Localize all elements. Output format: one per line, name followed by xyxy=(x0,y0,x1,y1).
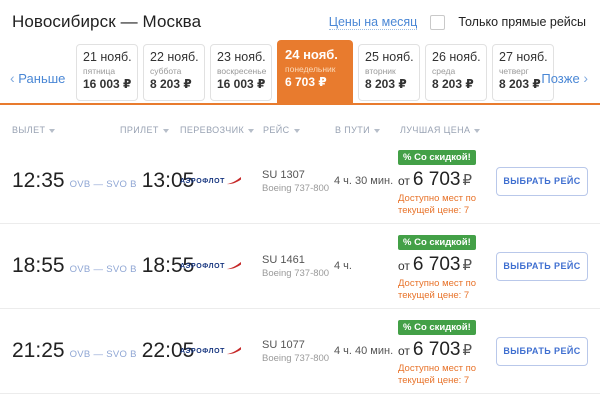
flight-times: 12:35 OVB — SVO в 13:05 xyxy=(12,169,194,193)
flag-swoosh-icon xyxy=(227,177,242,185)
page-title: Новосибирск — Москва xyxy=(12,12,202,31)
date-card-26[interactable]: 26 нояб. среда 8 203 ₽ xyxy=(425,44,487,101)
earlier-dates-link[interactable]: ‹ Раньше xyxy=(10,70,66,86)
depart-time: 18:55 xyxy=(12,254,65,277)
date-card-24-selected[interactable]: 24 нояб. понедельник 6 703 ₽ xyxy=(277,40,353,103)
currency-sign: ₽ xyxy=(462,171,472,189)
flight-row: 21:25 OVB — SVO в 22:05 АЭРОФЛОТ SU 1077… xyxy=(0,309,600,394)
price-value: 6 703 xyxy=(412,253,461,275)
price-cell: % Со скидкой! от 6 703 ₽ Доступно мест по … xyxy=(398,315,495,388)
route-codes: OVB — SVO в xyxy=(69,179,137,190)
flight-info: SU 1307 Boeing 737-800 xyxy=(262,169,334,194)
chevron-right-icon: › xyxy=(583,70,588,86)
availability-note: Доступно мест по текущей цене: 7 xyxy=(398,277,477,301)
aircraft-type: Boeing 737-800 xyxy=(262,352,330,364)
select-flight-button[interactable]: Выбрать рейс xyxy=(496,251,588,281)
availability-note: Доступно мест по текущей цене: 7 xyxy=(398,192,477,216)
flight-info: SU 1461 Boeing 737-800 xyxy=(262,254,334,279)
price-from: от xyxy=(398,343,410,358)
sort-flight[interactable]: Рейс xyxy=(263,125,335,135)
route-codes: OVB — SVO в xyxy=(69,349,137,360)
discount-badge: % Со скидкой! xyxy=(398,319,476,335)
currency-sign: ₽ xyxy=(462,256,472,274)
sort-caret-icon xyxy=(474,128,481,133)
sort-caret-icon xyxy=(374,128,381,133)
date-card-23[interactable]: 23 нояб. воскресенье 16 003 ₽ xyxy=(210,44,272,101)
aeroflot-logo: АЭРОФЛОТ xyxy=(180,347,262,355)
select-flight-button[interactable]: Выбрать рейс xyxy=(496,336,588,366)
depart-time: 21:25 xyxy=(12,339,65,362)
sort-carrier[interactable]: Перевозчик xyxy=(180,125,263,135)
direct-flights-checkbox[interactable] xyxy=(430,14,446,30)
date-card-25[interactable]: 25 нояб. вторник 8 203 ₽ xyxy=(358,44,420,101)
duration: 4 ч. xyxy=(334,260,352,272)
depart-time: 12:35 xyxy=(12,169,65,192)
sort-depart[interactable]: Вылет xyxy=(12,125,120,135)
duration: 4 ч. 30 мин. xyxy=(334,175,394,187)
aircraft-type: Boeing 737-800 xyxy=(262,267,330,279)
later-dates-link[interactable]: Позже › xyxy=(541,70,588,86)
price-value: 6 703 xyxy=(412,338,461,360)
flight-number: SU 1307 xyxy=(262,168,305,181)
price-from: от xyxy=(398,173,410,188)
discount-badge: % Со скидкой! xyxy=(398,149,476,165)
date-card-21[interactable]: 21 нояб. пятница 16 003 ₽ xyxy=(76,44,138,101)
select-flight-button[interactable]: Выбрать рейс xyxy=(496,166,588,196)
duration: 4 ч. 40 мин. xyxy=(334,345,394,357)
page-header: Новосибирск — Москва Цены на месяц Тольк… xyxy=(0,0,600,38)
aeroflot-logo: АЭРОФЛОТ xyxy=(180,262,262,270)
sort-caret-icon xyxy=(293,128,300,133)
flight-info: SU 1077 Boeing 737-800 xyxy=(262,339,334,364)
sort-caret-icon xyxy=(248,128,255,133)
flight-number: SU 1077 xyxy=(262,338,305,351)
price-cell: % Со скидкой! от 6 703 ₽ Доступно мест по … xyxy=(398,230,495,303)
flight-row: 18:55 OVB — SVO в 18:55 АЭРОФЛОТ SU 1461… xyxy=(0,224,600,309)
chevron-left-icon: ‹ xyxy=(10,70,15,86)
flight-number: SU 1461 xyxy=(262,253,305,266)
discount-badge: % Со скидкой! xyxy=(398,234,476,250)
direct-flights-label: Только прямые рейсы xyxy=(458,15,586,29)
arrive-time: 22:05 xyxy=(141,339,195,362)
sort-price[interactable]: Лучшая цена xyxy=(400,125,588,135)
currency-sign: ₽ xyxy=(462,341,472,359)
price-from: от xyxy=(398,258,410,273)
price-value: 6 703 xyxy=(412,168,461,190)
sort-caret-icon xyxy=(162,128,169,133)
aircraft-type: Boeing 737-800 xyxy=(262,182,330,194)
aeroflot-logo: АЭРОФЛОТ xyxy=(180,177,262,185)
flight-times: 21:25 OVB — SVO в 22:05 xyxy=(12,339,194,363)
flight-times: 18:55 OVB — SVO в 18:55 xyxy=(12,254,194,278)
flag-swoosh-icon xyxy=(227,347,242,355)
sort-arrive[interactable]: Прилет xyxy=(120,125,180,135)
sort-duration[interactable]: В пути xyxy=(335,125,400,135)
sort-caret-icon xyxy=(49,128,56,133)
flight-row: 12:35 OVB — SVO в 13:05 АЭРОФЛОТ SU 1307… xyxy=(0,139,600,224)
date-strip: ‹ Раньше 21 нояб. пятница 16 003 ₽ 22 но… xyxy=(0,40,600,105)
date-card-27[interactable]: 27 нояб. четверг 8 203 ₽ xyxy=(492,44,554,101)
availability-note: Доступно мест по текущей цене: 7 xyxy=(398,362,477,386)
date-card-22[interactable]: 22 нояб. суббота 8 203 ₽ xyxy=(143,44,205,101)
table-header-row: Вылет Прилет Перевозчик Рейс В пути Лучш… xyxy=(0,121,600,139)
arrive-time: 18:55 xyxy=(141,254,195,277)
month-prices-link[interactable]: Цены на месяц xyxy=(328,14,418,30)
flag-swoosh-icon xyxy=(227,262,242,270)
route-codes: OVB — SVO в xyxy=(69,264,137,275)
price-cell: % Со скидкой! от 6 703 ₽ Доступно мест по … xyxy=(398,145,495,218)
arrive-time: 13:05 xyxy=(141,169,195,192)
